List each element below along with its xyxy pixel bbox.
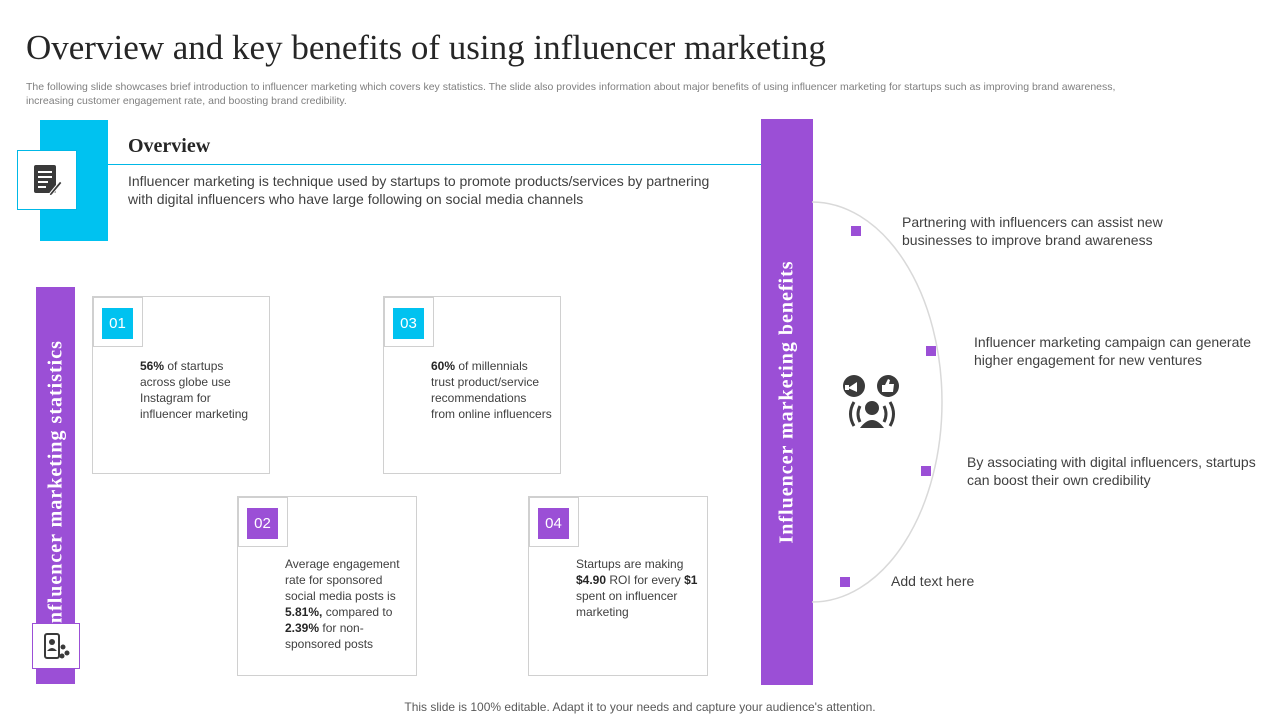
card-text-part: Startups are making	[576, 557, 684, 571]
card-text-part: compared to	[322, 605, 393, 619]
benefit-text-3: By associating with digital influencers,…	[967, 454, 1256, 488]
card-number-frame: 02	[238, 497, 288, 547]
statistics-icon-frame	[32, 623, 80, 669]
card-text-part: of startups across globe use Instagram f…	[140, 359, 249, 421]
benefit-marker	[921, 466, 931, 476]
overview-icon-frame	[17, 150, 77, 210]
benefit-marker	[851, 226, 861, 236]
card-text: 56% of startups across globe use Instagr…	[140, 358, 262, 422]
influencer-megaphone-like-icon	[843, 375, 899, 428]
stat-card-01: 01 56% of startups across globe use Inst…	[92, 296, 270, 474]
stat-card-04: 04 Startups are making $4.90 ROI for eve…	[528, 496, 708, 676]
card-highlight: $1	[684, 573, 698, 587]
mobile-analytics-icon	[44, 633, 70, 659]
card-highlight: 2.39%	[285, 621, 320, 635]
overview-text: Influencer marketing is technique used b…	[128, 173, 710, 207]
overview-heading: Overview	[128, 135, 211, 157]
card-number: 02	[247, 508, 278, 539]
card-number-frame: 04	[529, 497, 579, 547]
card-number: 01	[102, 308, 133, 339]
card-number-frame: 01	[93, 297, 143, 347]
stat-card-03: 03 60% of millennials trust product/serv…	[383, 296, 561, 474]
benefit-text-1: Partnering with influencers can assist n…	[902, 214, 1163, 248]
page-subtitle: The following slide showcases brief intr…	[26, 81, 1116, 107]
benefits-arc	[812, 201, 943, 603]
benefit-text-4: Add text here	[891, 573, 975, 589]
card-text-part: for non-sponsored posts	[285, 621, 374, 651]
statistics-bar: Influencer marketing statistics	[36, 287, 75, 684]
benefit-marker	[926, 346, 936, 356]
card-text: Startups are making $4.90 ROI for every …	[576, 556, 698, 620]
card-highlight: 56%	[140, 359, 165, 373]
benefit-marker	[840, 577, 850, 587]
benefit-text-2: Influencer marketing campaign can genera…	[974, 334, 1252, 368]
document-pen-icon	[34, 165, 63, 197]
statistics-label: Influencer marketing statistics	[44, 339, 66, 632]
page-title: Overview and key benefits of using influ…	[26, 28, 826, 67]
card-text-part: ROI for every	[606, 573, 685, 587]
card-number: 03	[393, 308, 424, 339]
footer-note: This slide is 100% editable. Adapt it to…	[404, 700, 876, 714]
card-text: 60% of millennials trust product/service…	[431, 358, 553, 422]
benefits-label: Influencer marketing benefits	[775, 260, 798, 544]
card-number: 04	[538, 508, 569, 539]
stat-card-02: 02 Average engagement rate for sponsored…	[237, 496, 417, 676]
card-text-part: of millennials trust product/service rec…	[431, 359, 552, 421]
card-text: Average engagement rate for sponsored so…	[285, 556, 407, 652]
card-highlight: $4.90	[576, 573, 607, 587]
card-text-part: Average engagement rate for sponsored so…	[285, 557, 400, 603]
card-highlight: 60%	[431, 359, 456, 373]
benefits-bar: Influencer marketing benefits	[761, 119, 813, 685]
card-text-part: spent on influencer marketing	[576, 589, 678, 619]
card-highlight: 5.81%,	[285, 605, 323, 619]
overview-divider	[108, 164, 762, 165]
card-number-frame: 03	[384, 297, 434, 347]
